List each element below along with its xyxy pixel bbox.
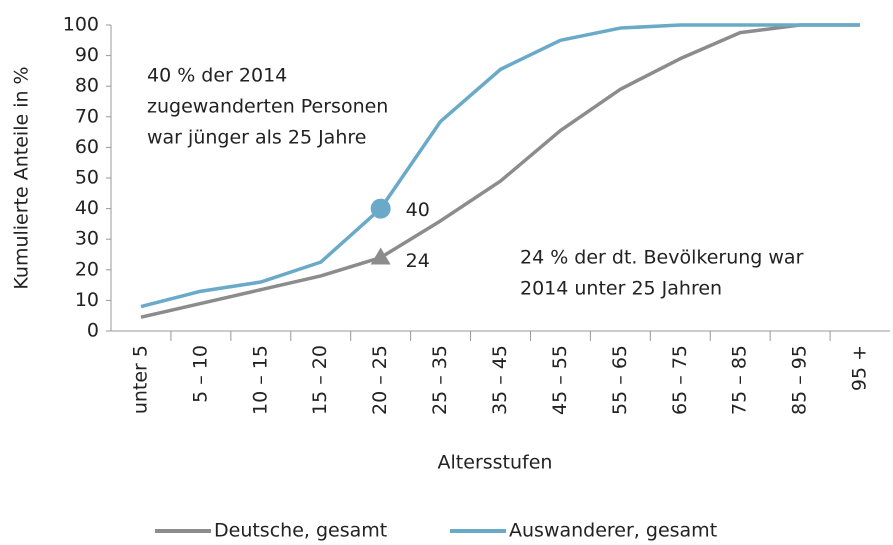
data-label: 40 [406,199,430,221]
data-label: 24 [406,250,430,272]
y-tick-label: 30 [75,228,99,250]
annotation: 24 % der dt. Bevölkerung war [520,247,804,269]
x-tick-label: 75 – 85 [729,345,751,415]
series-line [140,23,861,319]
marker-circle [370,198,391,219]
x-tick-label: 20 – 25 [369,345,391,415]
annotation: 2014 unter 25 Jahren [520,278,722,300]
x-tick-label: 95 + [849,345,871,391]
y-tick-label: 50 [75,167,99,189]
x-tick-label: unter 5 [129,345,151,414]
x-tick-label: 15 – 20 [309,345,331,415]
y-tick-label: 80 [75,75,99,97]
y-tick-label: 10 [75,289,99,311]
x-axis-label: Altersstufen [438,452,553,474]
y-tick-label: 20 [75,258,99,280]
y-axis-label: Kumulierte Anteile in % [11,66,33,289]
marker-triangle [370,247,391,265]
legend-label: Auswanderer, gesamt [509,520,717,542]
annotation: war jünger als 25 Jahre [147,127,366,149]
x-tick-label: 55 – 65 [609,345,631,415]
x-tick-label: 65 – 75 [669,345,691,415]
annotation: 40 % der 2014 [147,65,287,87]
x-tick-label: 5 – 10 [189,345,211,403]
y-tick-label: 0 [87,320,99,342]
y-tick-label: 60 [75,136,99,158]
series-line [140,23,861,309]
x-tick-label: 45 – 55 [549,345,571,415]
x-tick-label: 35 – 45 [489,345,511,415]
y-tick-label: 70 [75,105,99,127]
legend-label: Deutsche, gesamt [214,520,387,542]
y-tick-label: 40 [75,197,99,219]
annotation: zugewanderten Personen [147,96,388,118]
x-tick-label: 85 – 95 [789,345,811,415]
y-tick-label: 100 [63,14,99,36]
y-tick-label: 90 [75,44,99,66]
x-tick-label: 10 – 15 [249,345,271,415]
x-tick-label: 25 – 35 [429,345,451,415]
